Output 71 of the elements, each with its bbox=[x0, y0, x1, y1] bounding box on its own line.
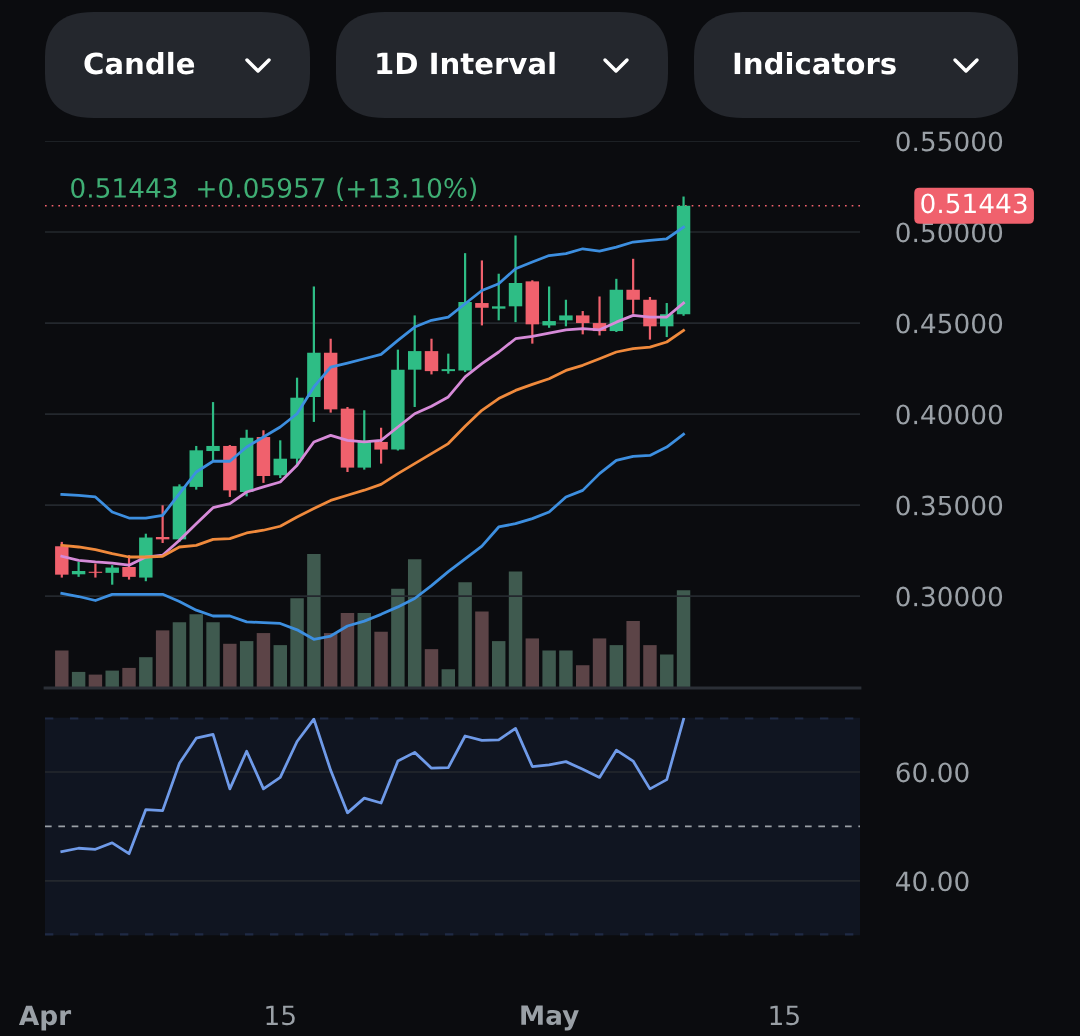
candlestick bbox=[424, 337, 439, 376]
line-series bbox=[60, 432, 685, 641]
x-tick-label: 15 bbox=[266, 1005, 295, 1026]
bar bbox=[155, 630, 170, 688]
y-tick-label: 0.30000 bbox=[896, 586, 1003, 607]
candlestick bbox=[441, 352, 456, 375]
bar bbox=[643, 645, 657, 688]
bar bbox=[223, 643, 237, 688]
x-tick-label: 15 bbox=[770, 1005, 799, 1026]
candlestick bbox=[273, 439, 287, 480]
y-tick-label: 0.40000 bbox=[896, 404, 1003, 425]
bar bbox=[542, 650, 556, 688]
bar bbox=[189, 614, 203, 688]
candlestick bbox=[122, 554, 136, 581]
bar bbox=[609, 645, 624, 688]
bar bbox=[139, 657, 153, 688]
bar bbox=[172, 622, 187, 688]
bar bbox=[391, 588, 405, 688]
bar bbox=[559, 650, 573, 688]
y-tick-label: 0.35000 bbox=[896, 495, 1003, 516]
bar bbox=[458, 582, 472, 688]
candlestick bbox=[491, 272, 506, 322]
text: 1D Interval bbox=[377, 51, 555, 75]
y-tick-label: 60.00 bbox=[896, 762, 969, 783]
candlestick bbox=[374, 426, 388, 465]
bar bbox=[340, 612, 355, 688]
bar bbox=[374, 631, 388, 688]
candlestick bbox=[542, 285, 556, 329]
bar bbox=[441, 669, 456, 688]
bar bbox=[273, 645, 287, 688]
bar bbox=[55, 650, 69, 688]
bar bbox=[475, 611, 489, 688]
y-tick-label: 0.50000 bbox=[896, 222, 1003, 243]
bar bbox=[323, 633, 338, 688]
x-tick-label: Apr bbox=[18, 1005, 72, 1031]
bar bbox=[71, 671, 86, 688]
candlestick bbox=[626, 257, 640, 315]
bar bbox=[676, 590, 691, 688]
ref-line-label: 0.51443 bbox=[921, 193, 1027, 214]
bar bbox=[239, 641, 254, 688]
bar bbox=[424, 649, 439, 688]
candlestick bbox=[576, 309, 590, 336]
y-tick-label: 0.55000 bbox=[896, 131, 1003, 152]
bar bbox=[256, 633, 271, 688]
bar bbox=[525, 638, 540, 688]
x-tick-label: May bbox=[521, 1005, 579, 1031]
bar bbox=[592, 638, 607, 688]
candlestick bbox=[508, 234, 523, 324]
bar bbox=[576, 665, 590, 688]
bar bbox=[105, 670, 119, 688]
candlestick bbox=[105, 564, 119, 586]
bar bbox=[206, 622, 220, 688]
bar bbox=[660, 654, 674, 688]
bar bbox=[626, 621, 640, 688]
bar bbox=[122, 667, 136, 688]
bar bbox=[307, 554, 321, 688]
bar bbox=[357, 612, 371, 688]
y-tick-label: 40.00 bbox=[896, 871, 969, 892]
text: Candle bbox=[84, 51, 195, 75]
candlestick bbox=[407, 314, 422, 409]
text: Indicators bbox=[734, 51, 896, 75]
candlestick bbox=[475, 259, 489, 327]
line-series bbox=[60, 717, 685, 856]
candlestick bbox=[559, 298, 573, 328]
bar bbox=[491, 641, 506, 688]
bar bbox=[407, 559, 422, 688]
bar bbox=[508, 571, 523, 688]
line-series bbox=[60, 225, 685, 520]
bar bbox=[290, 598, 304, 688]
text: 0.51443 +0.05957 (+13.10%) bbox=[71, 177, 477, 202]
y-tick-label: 0.45000 bbox=[896, 313, 1003, 334]
